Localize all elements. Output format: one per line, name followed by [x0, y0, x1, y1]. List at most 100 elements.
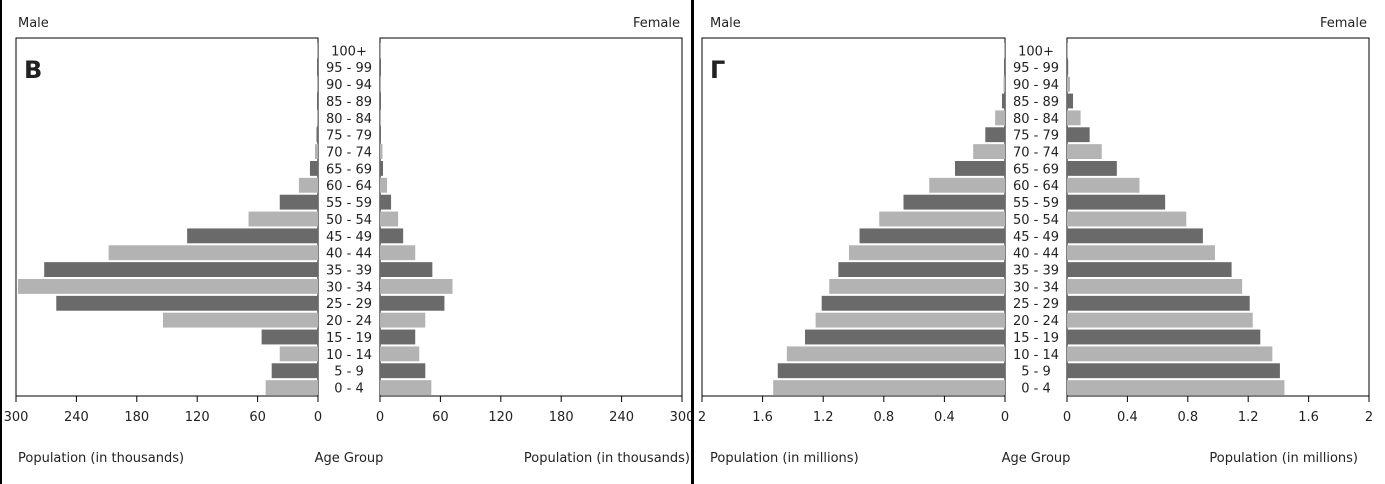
age-group-label: 95 - 99 — [1013, 61, 1059, 76]
female-bar — [380, 346, 420, 362]
male-bar — [955, 161, 1005, 176]
female-bar — [380, 245, 416, 261]
age-group-label: 75 - 79 — [326, 129, 372, 144]
male-axis-title: Population (in thousands) — [18, 451, 184, 466]
female-bar — [1067, 380, 1285, 395]
male-bar — [903, 194, 1005, 210]
male-bar — [265, 380, 318, 395]
female-axis-title: Population (in millions) — [1209, 451, 1358, 466]
male-bar — [1003, 76, 1005, 92]
male-bar — [248, 211, 318, 227]
male-bar — [108, 245, 318, 261]
male-bar — [279, 194, 318, 210]
age-group-label: 40 - 44 — [326, 247, 372, 262]
age-group-label: 70 - 74 — [1013, 146, 1059, 161]
male-tick-label: 180 — [124, 410, 149, 425]
age-group-label: 0 - 4 — [1021, 382, 1051, 397]
female-tick-label: 120 — [488, 410, 513, 425]
male-bar — [859, 228, 1005, 244]
age-group-label: 75 - 79 — [1013, 129, 1059, 144]
age-group-label: 0 - 4 — [334, 382, 364, 397]
male-bar — [985, 127, 1005, 143]
female-bar — [380, 228, 404, 244]
male-bar — [271, 363, 318, 379]
female-tick-label: 0.4 — [1117, 410, 1138, 425]
female-bar — [380, 279, 453, 294]
female-bar — [380, 76, 381, 92]
male-bar — [309, 161, 318, 176]
female-bar — [380, 93, 381, 109]
female-tick-label: 0 — [1063, 410, 1071, 425]
female-axis-title: Population (in thousands) — [524, 451, 690, 466]
male-bar — [829, 279, 1005, 294]
male-bar — [162, 312, 318, 328]
male-bar — [973, 144, 1005, 159]
male-bar — [786, 346, 1005, 362]
male-tick-label: 120 — [185, 410, 210, 425]
female-bar — [1067, 346, 1273, 362]
age-group-label: 35 - 39 — [326, 264, 372, 279]
male-bar — [879, 211, 1005, 227]
male-bar — [1004, 43, 1005, 58]
male-bar — [929, 177, 1005, 193]
age-group-label: 65 - 69 — [1013, 162, 1059, 177]
age-group-axis-title: Age Group — [1002, 451, 1071, 466]
female-bar — [1067, 279, 1243, 294]
pyramid-chart-g: Male Female Г 100+ 95 - 99 90 - 94 85 - 89 80 -… — [698, 16, 1373, 466]
female-bar — [380, 363, 426, 379]
male-tick-label: 0 — [1001, 410, 1009, 425]
female-corner-label: Female — [633, 16, 680, 31]
female-bar — [1067, 295, 1250, 311]
male-axis-title: Population (in millions) — [710, 451, 859, 466]
female-tick-label: 60 — [432, 410, 449, 425]
male-bar — [777, 363, 1005, 379]
female-tick-label: 1.2 — [1238, 410, 1259, 425]
age-group-label: 65 - 69 — [326, 162, 372, 177]
male-tick-label: 0.4 — [934, 410, 955, 425]
age-group-label: 45 - 49 — [326, 230, 372, 245]
age-group-label: 5 - 9 — [334, 365, 364, 380]
age-group-label: 15 - 19 — [326, 331, 372, 346]
female-bar — [380, 295, 445, 311]
male-bar — [279, 346, 318, 362]
age-group-label: 25 - 29 — [1013, 297, 1059, 312]
female-bar — [380, 194, 392, 210]
female-bar — [380, 59, 381, 75]
male-bar — [1004, 59, 1005, 75]
male-bar — [773, 380, 1005, 395]
male-bar — [298, 177, 318, 193]
age-group-label: 70 - 74 — [326, 146, 372, 161]
female-bar — [1067, 194, 1166, 210]
male-bar — [995, 110, 1005, 126]
male-bar — [317, 43, 318, 58]
female-bar — [1067, 161, 1117, 176]
male-bar — [1001, 93, 1005, 109]
male-bar — [316, 127, 318, 143]
female-bar — [380, 110, 381, 126]
age-group-label: 90 - 94 — [326, 78, 372, 93]
male-tick-label: 60 — [249, 410, 266, 425]
age-group-label: 10 - 14 — [1013, 348, 1059, 363]
age-group-label: 20 - 24 — [1013, 314, 1059, 329]
male-bar — [56, 295, 319, 311]
female-tick-label: 0 — [376, 410, 384, 425]
female-bar — [1067, 312, 1253, 328]
male-bar — [317, 59, 318, 75]
female-bar — [1067, 262, 1232, 277]
male-tick-label: 0 — [314, 410, 322, 425]
male-tick-label: 1.2 — [813, 410, 834, 425]
age-group-label: 50 - 54 — [326, 213, 372, 228]
female-bar — [1067, 228, 1203, 244]
age-group-label: 30 - 34 — [1013, 280, 1059, 295]
female-tick-label: 2 — [1365, 410, 1373, 425]
female-bar — [1067, 144, 1102, 159]
female-bar — [1067, 245, 1215, 261]
female-bar — [1067, 177, 1140, 193]
female-tick-label: 300 — [670, 410, 691, 425]
age-group-label: 80 - 84 — [1013, 112, 1059, 127]
female-bar — [380, 329, 416, 345]
pyramid-panel-g: Male Female Г 100+ 95 - 99 90 - 94 85 - 89 80 -… — [694, 0, 1385, 484]
female-bar — [1067, 43, 1068, 58]
male-bar — [838, 262, 1005, 277]
male-tick-label: 1.6 — [752, 410, 773, 425]
